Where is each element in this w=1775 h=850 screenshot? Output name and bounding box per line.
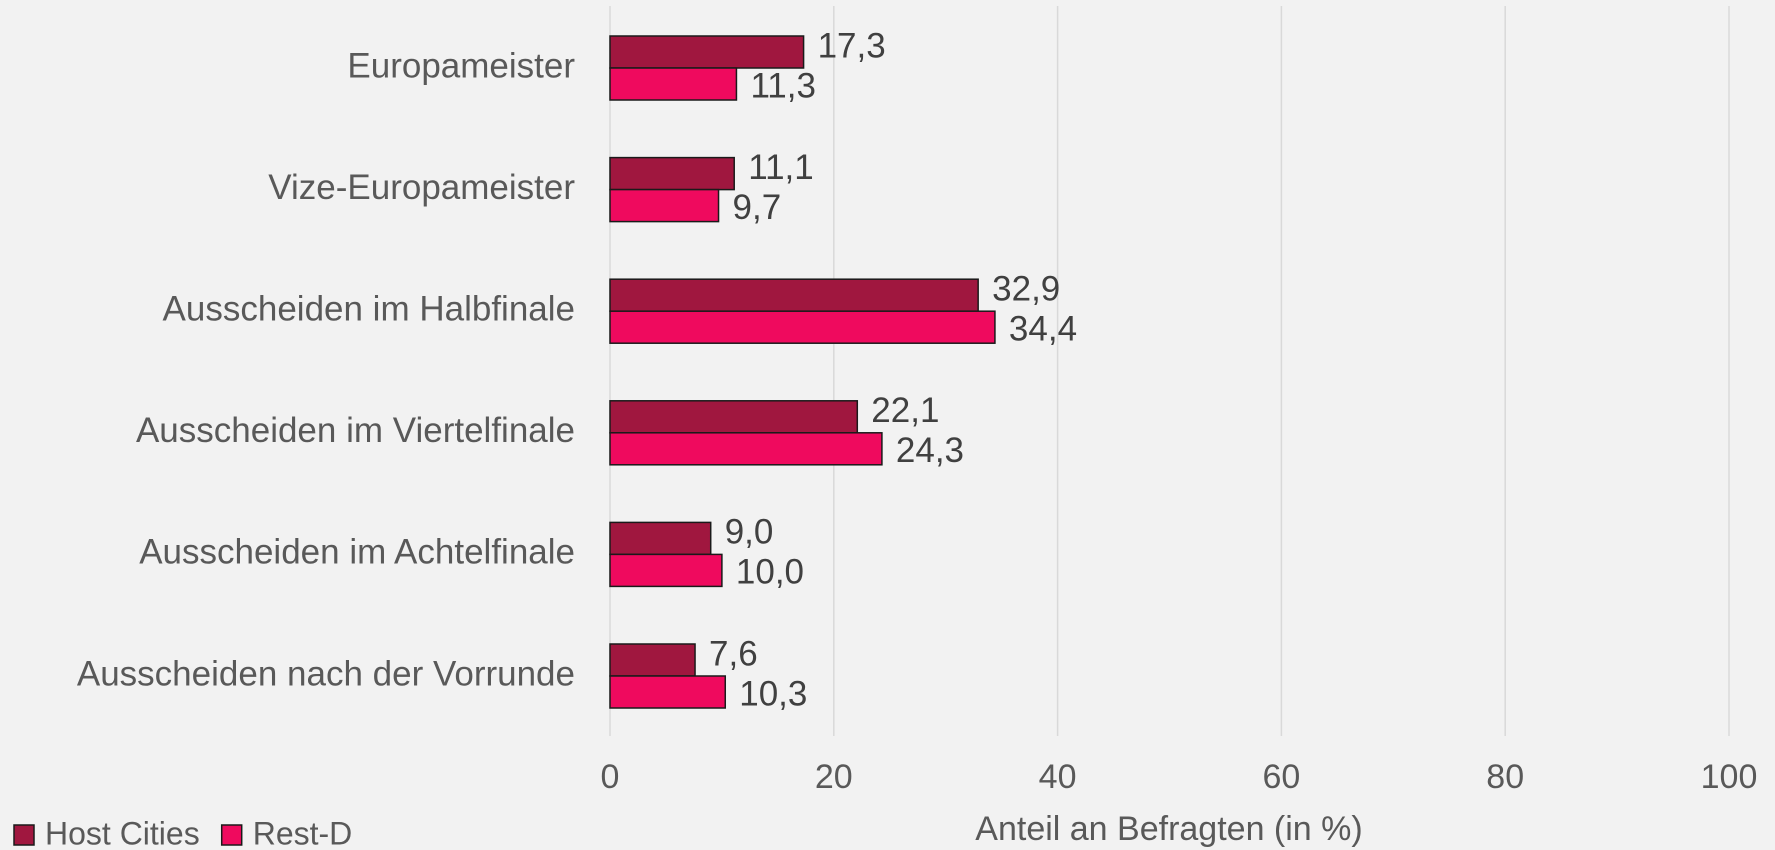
legend-label: Host Cities <box>45 815 200 850</box>
data-label: 22,1 <box>871 391 939 430</box>
data-label: 34,4 <box>1009 309 1077 348</box>
data-label: 24,3 <box>896 431 964 470</box>
bar <box>609 188 720 223</box>
data-label: 17,3 <box>818 26 886 65</box>
bar <box>609 310 996 344</box>
legend-swatch <box>220 824 243 846</box>
x-tick-label: 60 <box>1262 758 1300 796</box>
data-label: 32,9 <box>992 269 1060 308</box>
bar <box>609 432 883 466</box>
category-label: Ausscheiden im Achtelfinale <box>139 533 575 572</box>
data-label: 10,3 <box>739 674 807 713</box>
bar <box>609 35 805 69</box>
bar <box>609 67 738 101</box>
x-tick-label: 0 <box>601 758 620 796</box>
data-label: 11,1 <box>748 148 814 187</box>
bar <box>609 521 712 556</box>
bar <box>609 278 979 312</box>
x-tick-label: 80 <box>1486 758 1524 796</box>
x-tick-label: 40 <box>1039 758 1077 796</box>
category-label: Ausscheiden im Halbfinale <box>163 289 575 328</box>
bar <box>609 675 727 709</box>
category-label: Vize-Europameister <box>268 168 575 207</box>
category-label: Ausscheiden im Viertelfinale <box>136 411 575 450</box>
x-axis-title: Anteil an Befragten (in %) <box>975 810 1362 848</box>
data-label: 9,7 <box>733 188 782 227</box>
data-label: 10,0 <box>736 553 804 592</box>
data-label: 7,6 <box>709 634 758 673</box>
legend-swatch <box>13 824 35 846</box>
x-tick-label: 20 <box>815 758 853 796</box>
category-label: Ausscheiden nach der Vorrunde <box>77 654 575 693</box>
bar <box>609 156 735 191</box>
data-label: 11,3 <box>750 66 816 105</box>
bar <box>609 553 723 588</box>
category-label: Europameister <box>347 46 575 85</box>
bar <box>609 643 696 677</box>
data-label: 9,0 <box>725 513 774 552</box>
x-tick-label: 100 <box>1701 758 1758 796</box>
bar <box>609 400 859 434</box>
legend-label: Rest-D <box>253 815 353 850</box>
